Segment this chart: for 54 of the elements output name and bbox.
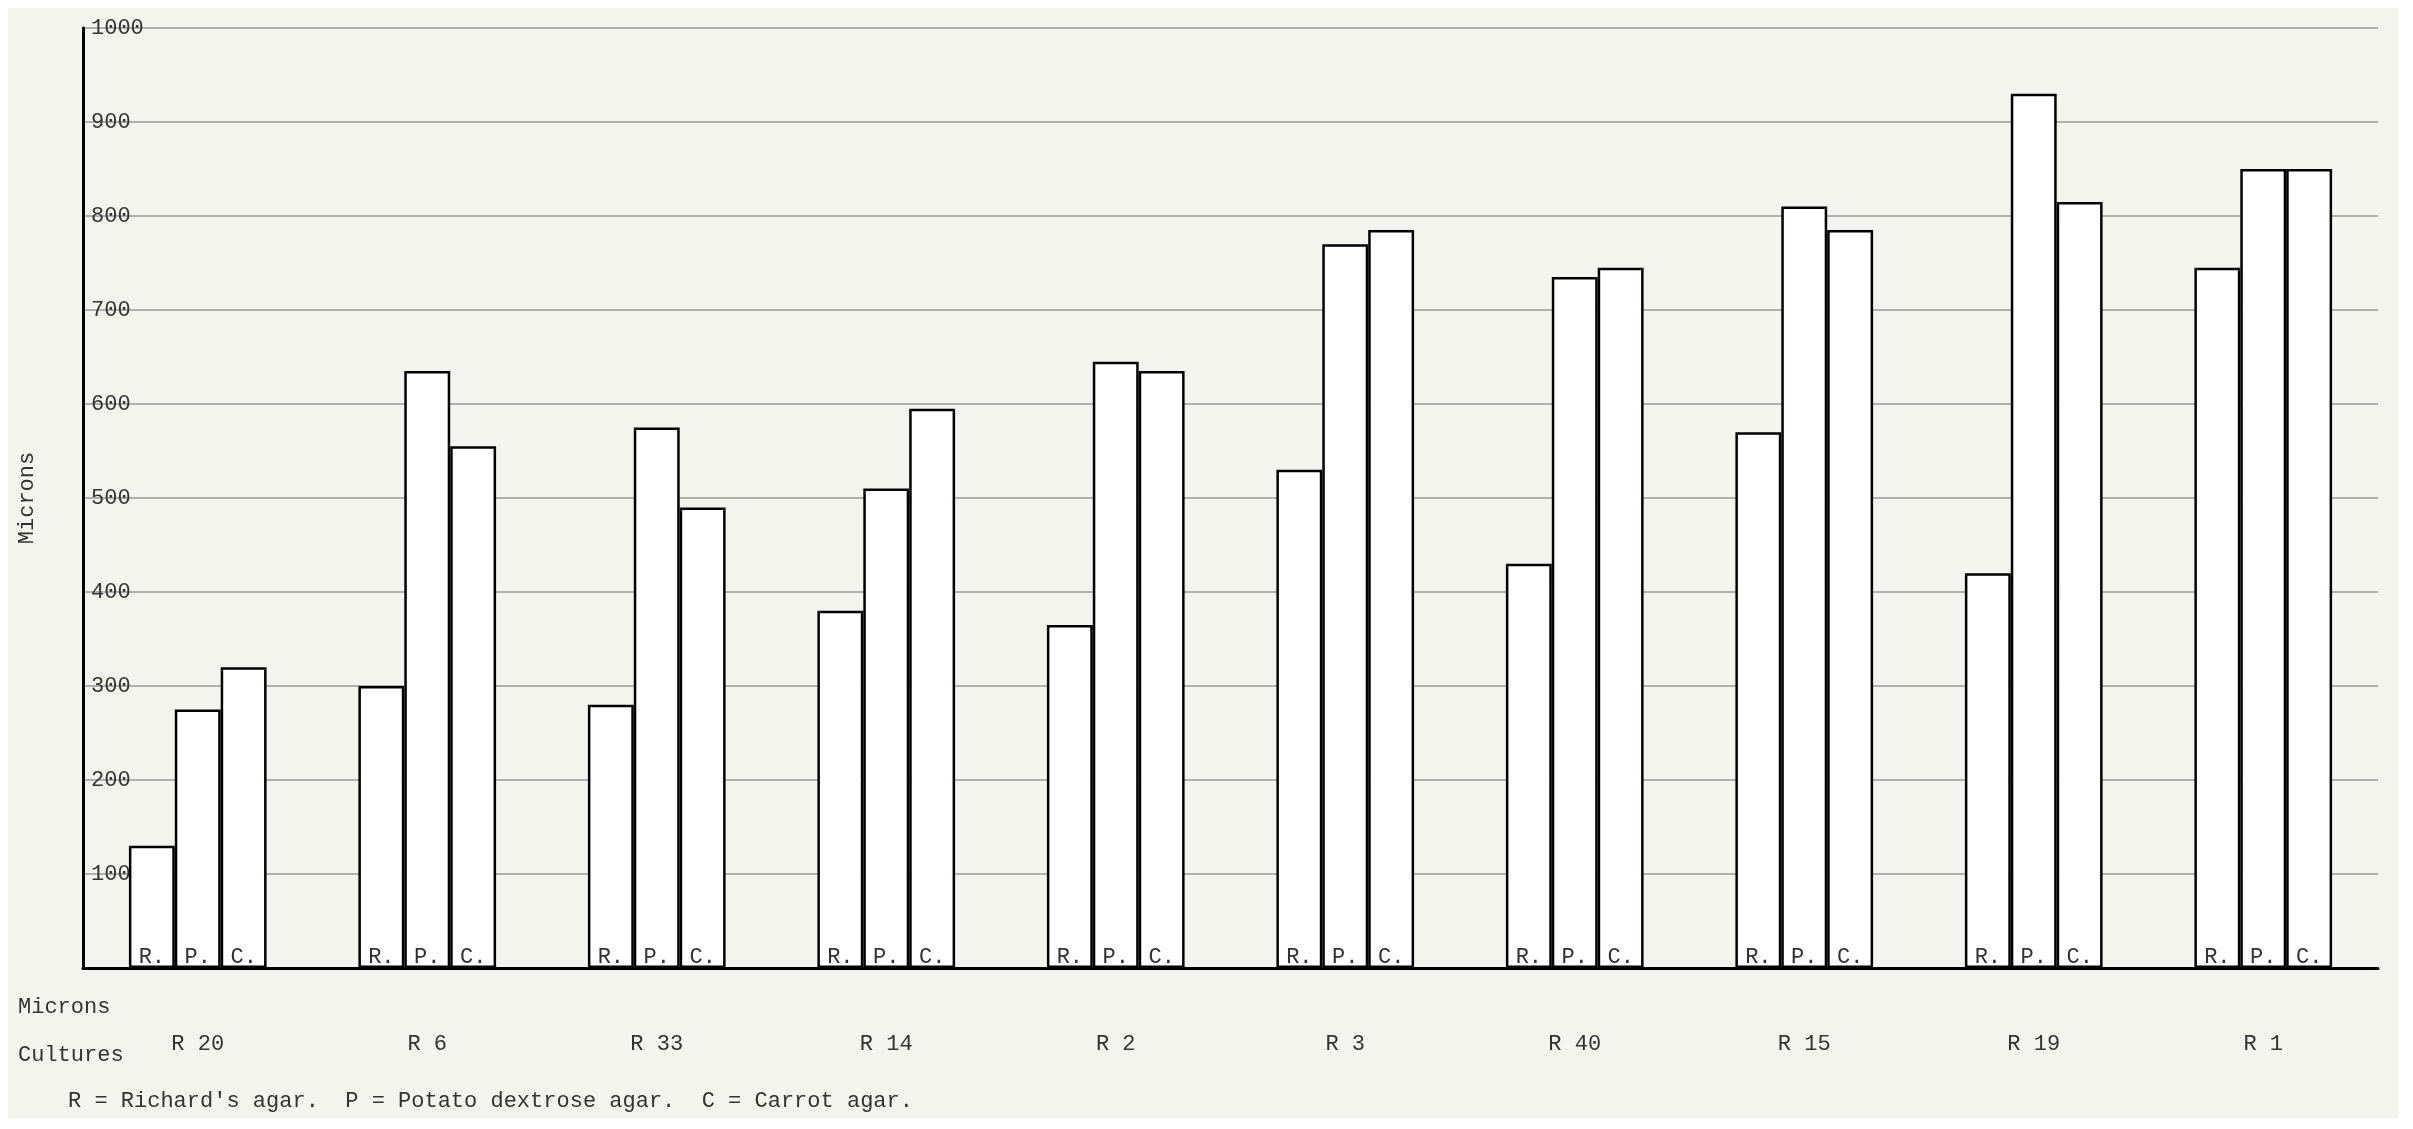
- y-tick-label: 700: [91, 297, 131, 323]
- series-label: C.: [230, 944, 257, 970]
- text: R.: [827, 944, 854, 970]
- x-tick-label: R 2: [1095, 1031, 1136, 1057]
- text: P.: [873, 944, 900, 970]
- y-tick-label: 500: [91, 485, 131, 511]
- series-label: R.: [138, 944, 166, 970]
- y-tick-label: 900: [91, 109, 131, 135]
- text: R.: [1056, 944, 1084, 970]
- text: C.: [1377, 944, 1405, 970]
- y-tick-label: 400: [91, 579, 131, 605]
- series-label: P.: [184, 944, 211, 970]
- y-tick-label: 800: [91, 203, 131, 229]
- text: P.: [643, 944, 670, 970]
- text: R.: [1974, 944, 2002, 970]
- text: R = Richard's agar. P = Potato dextrose agar. C = Carrot agar.: [68, 1088, 913, 1114]
- y-tick-label: 200: [91, 767, 131, 793]
- x-tick-label: R 33: [630, 1031, 684, 1057]
- x-tick-label: R 40: [1548, 1031, 1602, 1057]
- text: C.: [1148, 944, 1175, 970]
- text: P.: [414, 944, 441, 970]
- text: C.: [918, 944, 946, 970]
- text: P.: [2020, 944, 2047, 970]
- x-tick-label: R 3: [1325, 1031, 1366, 1057]
- y-tick-label: 600: [91, 391, 131, 417]
- text: C.: [689, 944, 716, 970]
- text: P.: [1332, 944, 1359, 970]
- text: P.: [1791, 944, 1818, 970]
- text: P.: [1102, 944, 1129, 970]
- text: Cultures: [18, 1042, 124, 1068]
- text: R.: [1515, 944, 1543, 970]
- x-tick-label: R 15: [1777, 1031, 1831, 1057]
- text: R.: [368, 944, 395, 970]
- x-tick-label: R 19: [2007, 1031, 2061, 1057]
- text: R.: [1745, 944, 1772, 970]
- x-tick-label: R 20: [171, 1031, 225, 1057]
- text: C.: [459, 944, 487, 970]
- y-tick-label: 300: [91, 673, 131, 699]
- text: C.: [1836, 944, 1864, 970]
- text: Microns: [18, 994, 111, 1020]
- text: C.: [2295, 944, 2323, 970]
- text: R.: [2204, 944, 2231, 970]
- y-axis-title: Microns: [14, 451, 40, 545]
- text: C.: [1607, 944, 1634, 970]
- y-tick-label: 1000: [91, 15, 144, 41]
- y-tick-label: 100: [91, 861, 131, 887]
- x-tick-label: R 1: [2243, 1031, 2284, 1057]
- text: R.: [597, 944, 625, 970]
- text: C.: [2066, 944, 2093, 970]
- text: R.: [1286, 944, 1313, 970]
- text: P.: [2250, 944, 2277, 970]
- x-tick-label: R 14: [859, 1031, 913, 1057]
- x-tick-label: R 6: [407, 1031, 448, 1057]
- text: P.: [1561, 944, 1588, 970]
